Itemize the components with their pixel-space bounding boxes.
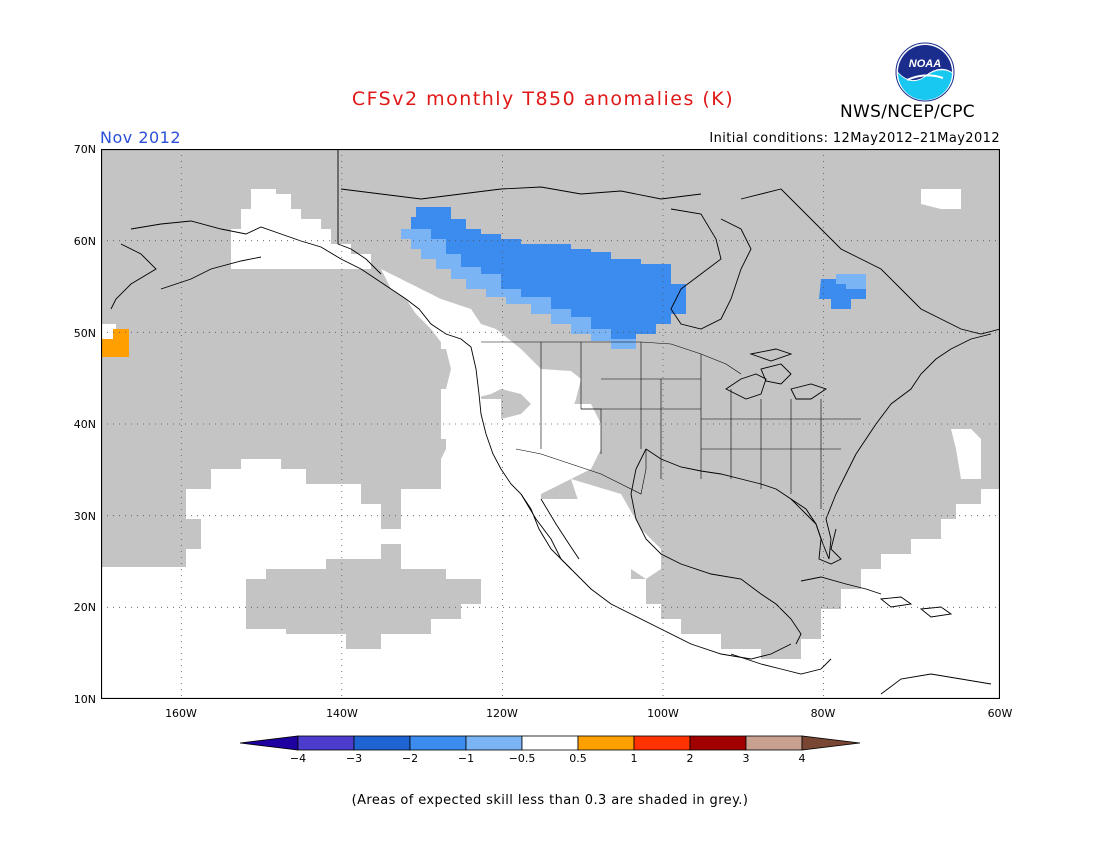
political-borders [481, 341, 861, 509]
colorbar-label: 1 [630, 752, 638, 765]
colorbar-segment [689, 735, 747, 751]
lon-label-60w: 60W [987, 707, 1013, 720]
lat-label-10n: 10N [73, 693, 96, 706]
agency-label: NWS/NCEP/CPC [840, 102, 975, 122]
colorbar-segment-max [801, 735, 861, 751]
lat-label-60n: 60N [73, 235, 96, 248]
colorbar-label: −1 [457, 752, 475, 765]
initial-conditions: Initial conditions: 12May2012–21May2012 [709, 131, 1000, 146]
lat-label-20n: 20N [73, 601, 96, 614]
colorbar [240, 735, 861, 751]
lat-label-40n: 40N [73, 418, 96, 431]
cold-anomaly-region [401, 207, 866, 349]
chart-title: CFSv2 monthly T850 anomalies (K) [351, 88, 735, 110]
colorbar-segment [297, 735, 355, 751]
lat-label-30n: 30N [73, 510, 96, 523]
map-frame [101, 149, 1000, 699]
colorbar-segment [409, 735, 467, 751]
anomaly-map [101, 149, 1000, 699]
lon-label-80w: 80W [810, 707, 836, 720]
lat-label-50n: 50N [73, 327, 96, 340]
footnote: (Areas of expected skill less than 0.3 a… [351, 793, 749, 808]
coastlines [110, 149, 1000, 695]
colorbar-segment [353, 735, 411, 751]
colorbar-label: −2 [401, 752, 419, 765]
colorbar-label: −4 [289, 752, 307, 765]
colorbar-label: 2 [686, 752, 694, 765]
noaa-logo-text: NOAA [909, 58, 941, 70]
colorbar-label: −0.5 [508, 752, 536, 765]
colorbar-segment [745, 735, 803, 751]
lat-label-70n: 70N [73, 143, 96, 156]
lon-label-100w: 100W [647, 707, 679, 720]
colorbar-segment [633, 735, 691, 751]
lon-label-160w: 160W [165, 707, 197, 720]
forecast-month: Nov 2012 [100, 128, 182, 147]
colorbar-label: 4 [798, 752, 806, 765]
noaa-logo: NOAA [895, 42, 955, 102]
colorbar-segment-min [240, 735, 299, 751]
lon-label-120w: 120W [486, 707, 518, 720]
colorbar-label: −3 [345, 752, 363, 765]
colorbar-segment [465, 735, 523, 751]
colorbar-label: 3 [742, 752, 750, 765]
colorbar-segment [577, 735, 635, 751]
colorbar-segment [521, 735, 579, 751]
colorbar-label: 0.5 [569, 752, 587, 765]
lon-label-140w: 140W [326, 707, 358, 720]
